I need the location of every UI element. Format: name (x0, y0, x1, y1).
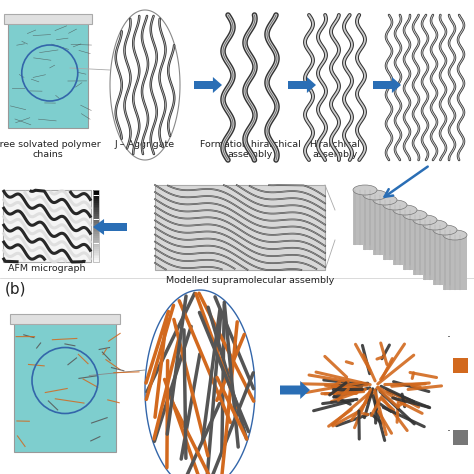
FancyBboxPatch shape (8, 18, 88, 128)
Bar (453, 358, 468, 373)
Text: Free solvated polymer
chains: Free solvated polymer chains (0, 140, 101, 159)
Bar (93, 240, 99, 242)
Bar (93, 255, 99, 256)
Bar (93, 207, 99, 209)
Polygon shape (110, 10, 180, 160)
Bar (93, 232, 99, 234)
Text: Modelled supramolecular assembly: Modelled supramolecular assembly (166, 276, 334, 285)
Text: Formation hirarchical
assembly: Formation hirarchical assembly (200, 140, 301, 159)
Ellipse shape (393, 205, 417, 215)
Polygon shape (423, 225, 447, 280)
Bar (93, 229, 99, 230)
Bar (93, 253, 99, 255)
Bar (453, 430, 468, 445)
Ellipse shape (413, 215, 437, 225)
Bar (93, 190, 99, 192)
Bar (93, 242, 99, 244)
Polygon shape (403, 215, 427, 270)
Bar (93, 218, 99, 219)
Bar (93, 260, 99, 262)
Ellipse shape (443, 230, 467, 240)
Ellipse shape (383, 200, 407, 210)
Bar (93, 249, 99, 251)
Bar (93, 194, 99, 195)
Bar (93, 258, 99, 260)
Bar (93, 209, 99, 210)
Bar (93, 190, 99, 262)
Bar (155, 185, 325, 270)
Bar (93, 210, 99, 212)
Bar (93, 247, 99, 249)
Ellipse shape (353, 185, 377, 195)
Bar (93, 244, 99, 246)
Bar (93, 221, 99, 223)
Bar (93, 203, 99, 205)
Bar (93, 201, 99, 203)
Bar (93, 238, 99, 240)
Text: Hirarchical
assembly: Hirarchical assembly (310, 140, 360, 159)
Polygon shape (413, 220, 437, 275)
Bar (93, 234, 99, 236)
Ellipse shape (403, 210, 427, 220)
Bar (93, 262, 99, 264)
Polygon shape (353, 190, 377, 245)
Polygon shape (373, 77, 401, 93)
Text: ·: · (447, 426, 451, 438)
Text: AFM micrograph: AFM micrograph (8, 264, 86, 273)
Ellipse shape (373, 195, 397, 205)
Bar (93, 251, 99, 253)
Polygon shape (145, 290, 255, 474)
Bar (93, 231, 99, 232)
Bar (93, 214, 99, 216)
Polygon shape (363, 195, 387, 250)
Polygon shape (393, 210, 417, 265)
Bar (93, 199, 99, 201)
Polygon shape (443, 235, 467, 290)
Bar (93, 216, 99, 218)
Bar (93, 223, 99, 225)
Polygon shape (280, 381, 310, 399)
Bar (93, 205, 99, 207)
Bar (93, 192, 99, 194)
Polygon shape (433, 230, 457, 285)
Text: ·: · (447, 331, 451, 345)
Bar (93, 196, 99, 197)
Polygon shape (383, 205, 407, 260)
Bar (93, 197, 99, 199)
Bar (93, 246, 99, 247)
Text: (b): (b) (5, 282, 27, 297)
Polygon shape (93, 219, 127, 235)
Bar (93, 219, 99, 221)
Bar (93, 256, 99, 258)
Ellipse shape (423, 220, 447, 230)
Polygon shape (194, 77, 222, 93)
Bar (4, 14, 92, 24)
Polygon shape (288, 77, 316, 93)
Ellipse shape (363, 190, 387, 200)
Text: J – Aggrigate: J – Aggrigate (115, 140, 175, 149)
Ellipse shape (433, 225, 457, 235)
Bar (10, 314, 120, 324)
Bar (93, 225, 99, 227)
FancyBboxPatch shape (14, 318, 116, 452)
Bar (93, 236, 99, 238)
Polygon shape (373, 200, 397, 255)
Bar (93, 212, 99, 214)
Bar (3, 190, 91, 262)
Bar (93, 227, 99, 229)
